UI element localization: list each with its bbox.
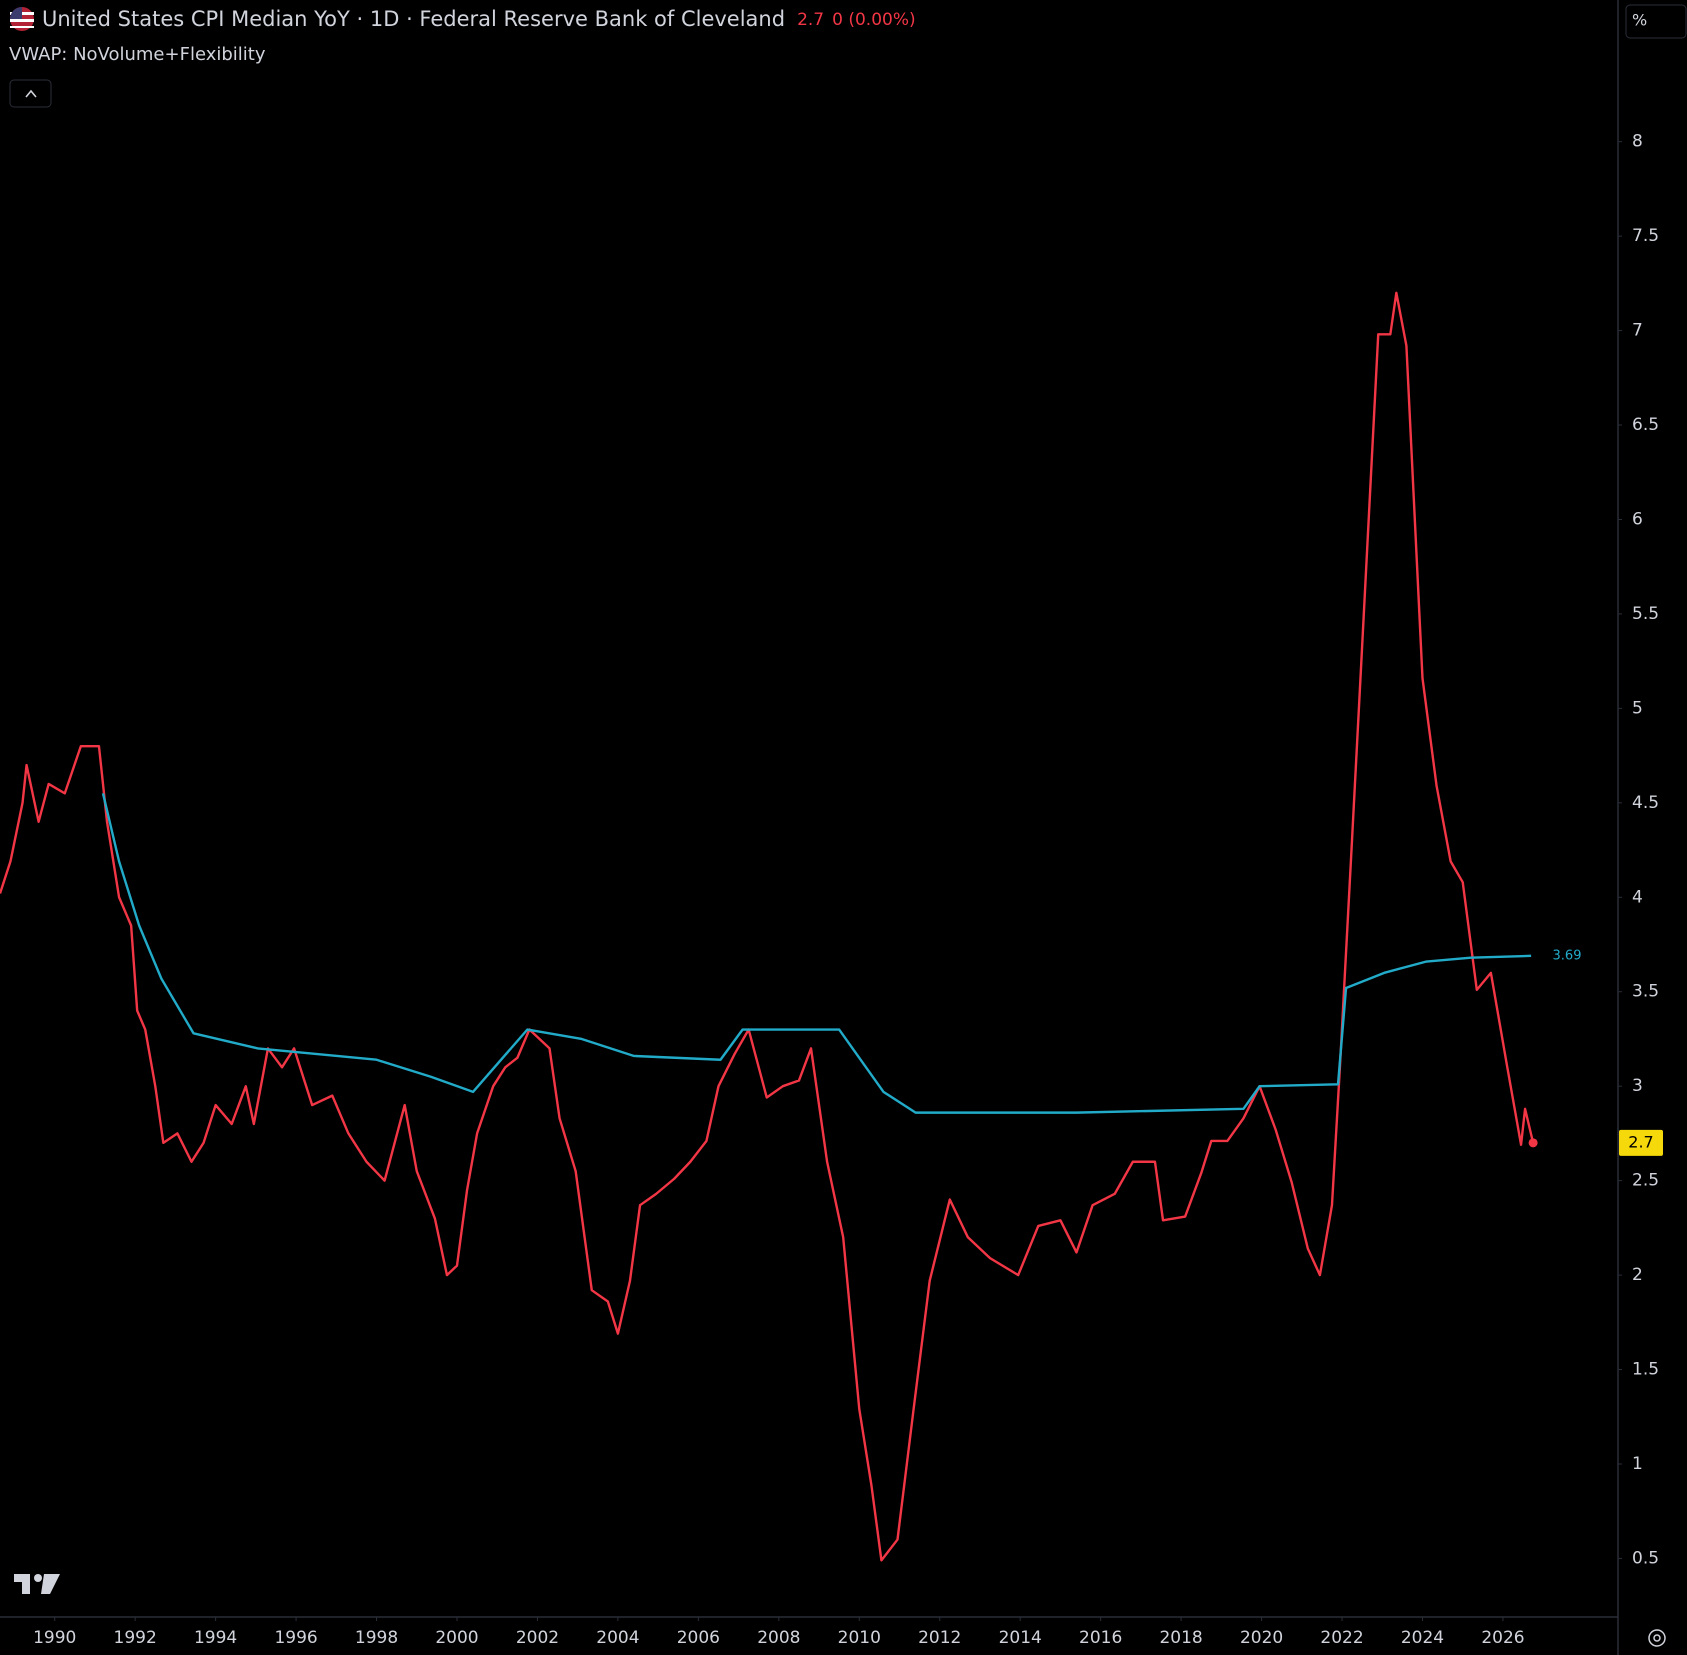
y-tick-label: 1.5 (1632, 1360, 1659, 1380)
y-unit: % (1632, 11, 1647, 30)
settings-icon[interactable] (1648, 1629, 1666, 1647)
y-tick-label: 1 (1632, 1454, 1643, 1474)
y-tick-label: 8 (1632, 132, 1643, 152)
header-change: 0 (0.00%) (832, 10, 916, 30)
x-tick-label: 2022 (1320, 1628, 1363, 1648)
x-tick-label: 2010 (838, 1628, 881, 1648)
x-tick-label: 2016 (1079, 1628, 1122, 1648)
x-tick-label: 1994 (194, 1628, 237, 1648)
chart-title: United States CPI Median YoY · 1D · Fede… (42, 7, 785, 31)
series-line (101, 793, 1532, 1114)
y-tick-label: 6.5 (1632, 415, 1659, 435)
x-tick-label: 2014 (999, 1628, 1042, 1648)
x-tick-label: 1992 (114, 1628, 157, 1648)
x-tick-label: 2000 (435, 1628, 478, 1648)
y-tick-label: 2.5 (1632, 1171, 1659, 1191)
unit-button[interactable] (1625, 4, 1687, 39)
series-line (0, 291, 1535, 1562)
y-tick-label: 6 (1632, 509, 1643, 529)
header-last-value: 2.7 (797, 10, 824, 30)
x-tick-label: 2024 (1401, 1628, 1444, 1648)
vwap-value-label: 3.69 (1553, 948, 1582, 963)
last-point (1528, 1138, 1538, 1148)
y-tick-label: 5.5 (1632, 604, 1659, 624)
x-tick-label: 2020 (1240, 1628, 1283, 1648)
x-tick-label: 2002 (516, 1628, 559, 1648)
y-tick-label: 5 (1632, 698, 1643, 718)
y-tick-label: 4.5 (1632, 793, 1659, 813)
y-tick-label: 3 (1632, 1076, 1643, 1096)
x-tick-label: 2004 (596, 1628, 639, 1648)
y-tick-label: 7.5 (1632, 226, 1659, 246)
last-value-label: 2.7 (1628, 1132, 1653, 1151)
x-tick-label: 2012 (918, 1628, 961, 1648)
x-tick-label: 1998 (355, 1628, 398, 1648)
y-tick-label: 7 (1632, 321, 1643, 341)
legend-entry: VWAP: NoVolume+Flexibility (9, 44, 266, 65)
collapse-button[interactable] (9, 79, 52, 108)
y-tick-label: 2 (1632, 1265, 1643, 1285)
x-tick-label: 1996 (274, 1628, 317, 1648)
tradingview-logo (14, 1574, 60, 1594)
x-tick-label: 2006 (677, 1628, 720, 1648)
y-tick-label: 0.5 (1632, 1548, 1659, 1568)
x-tick-label: 1990 (33, 1628, 76, 1648)
last-value-tag (1619, 1129, 1663, 1156)
y-tick-label: 3.5 (1632, 982, 1659, 1002)
x-tick-label: 2008 (757, 1628, 800, 1648)
x-tick-label: 2026 (1481, 1628, 1524, 1648)
x-tick-label: 2018 (1159, 1628, 1202, 1648)
y-tick-label: 4 (1632, 887, 1643, 907)
flag-icon (10, 7, 34, 31)
